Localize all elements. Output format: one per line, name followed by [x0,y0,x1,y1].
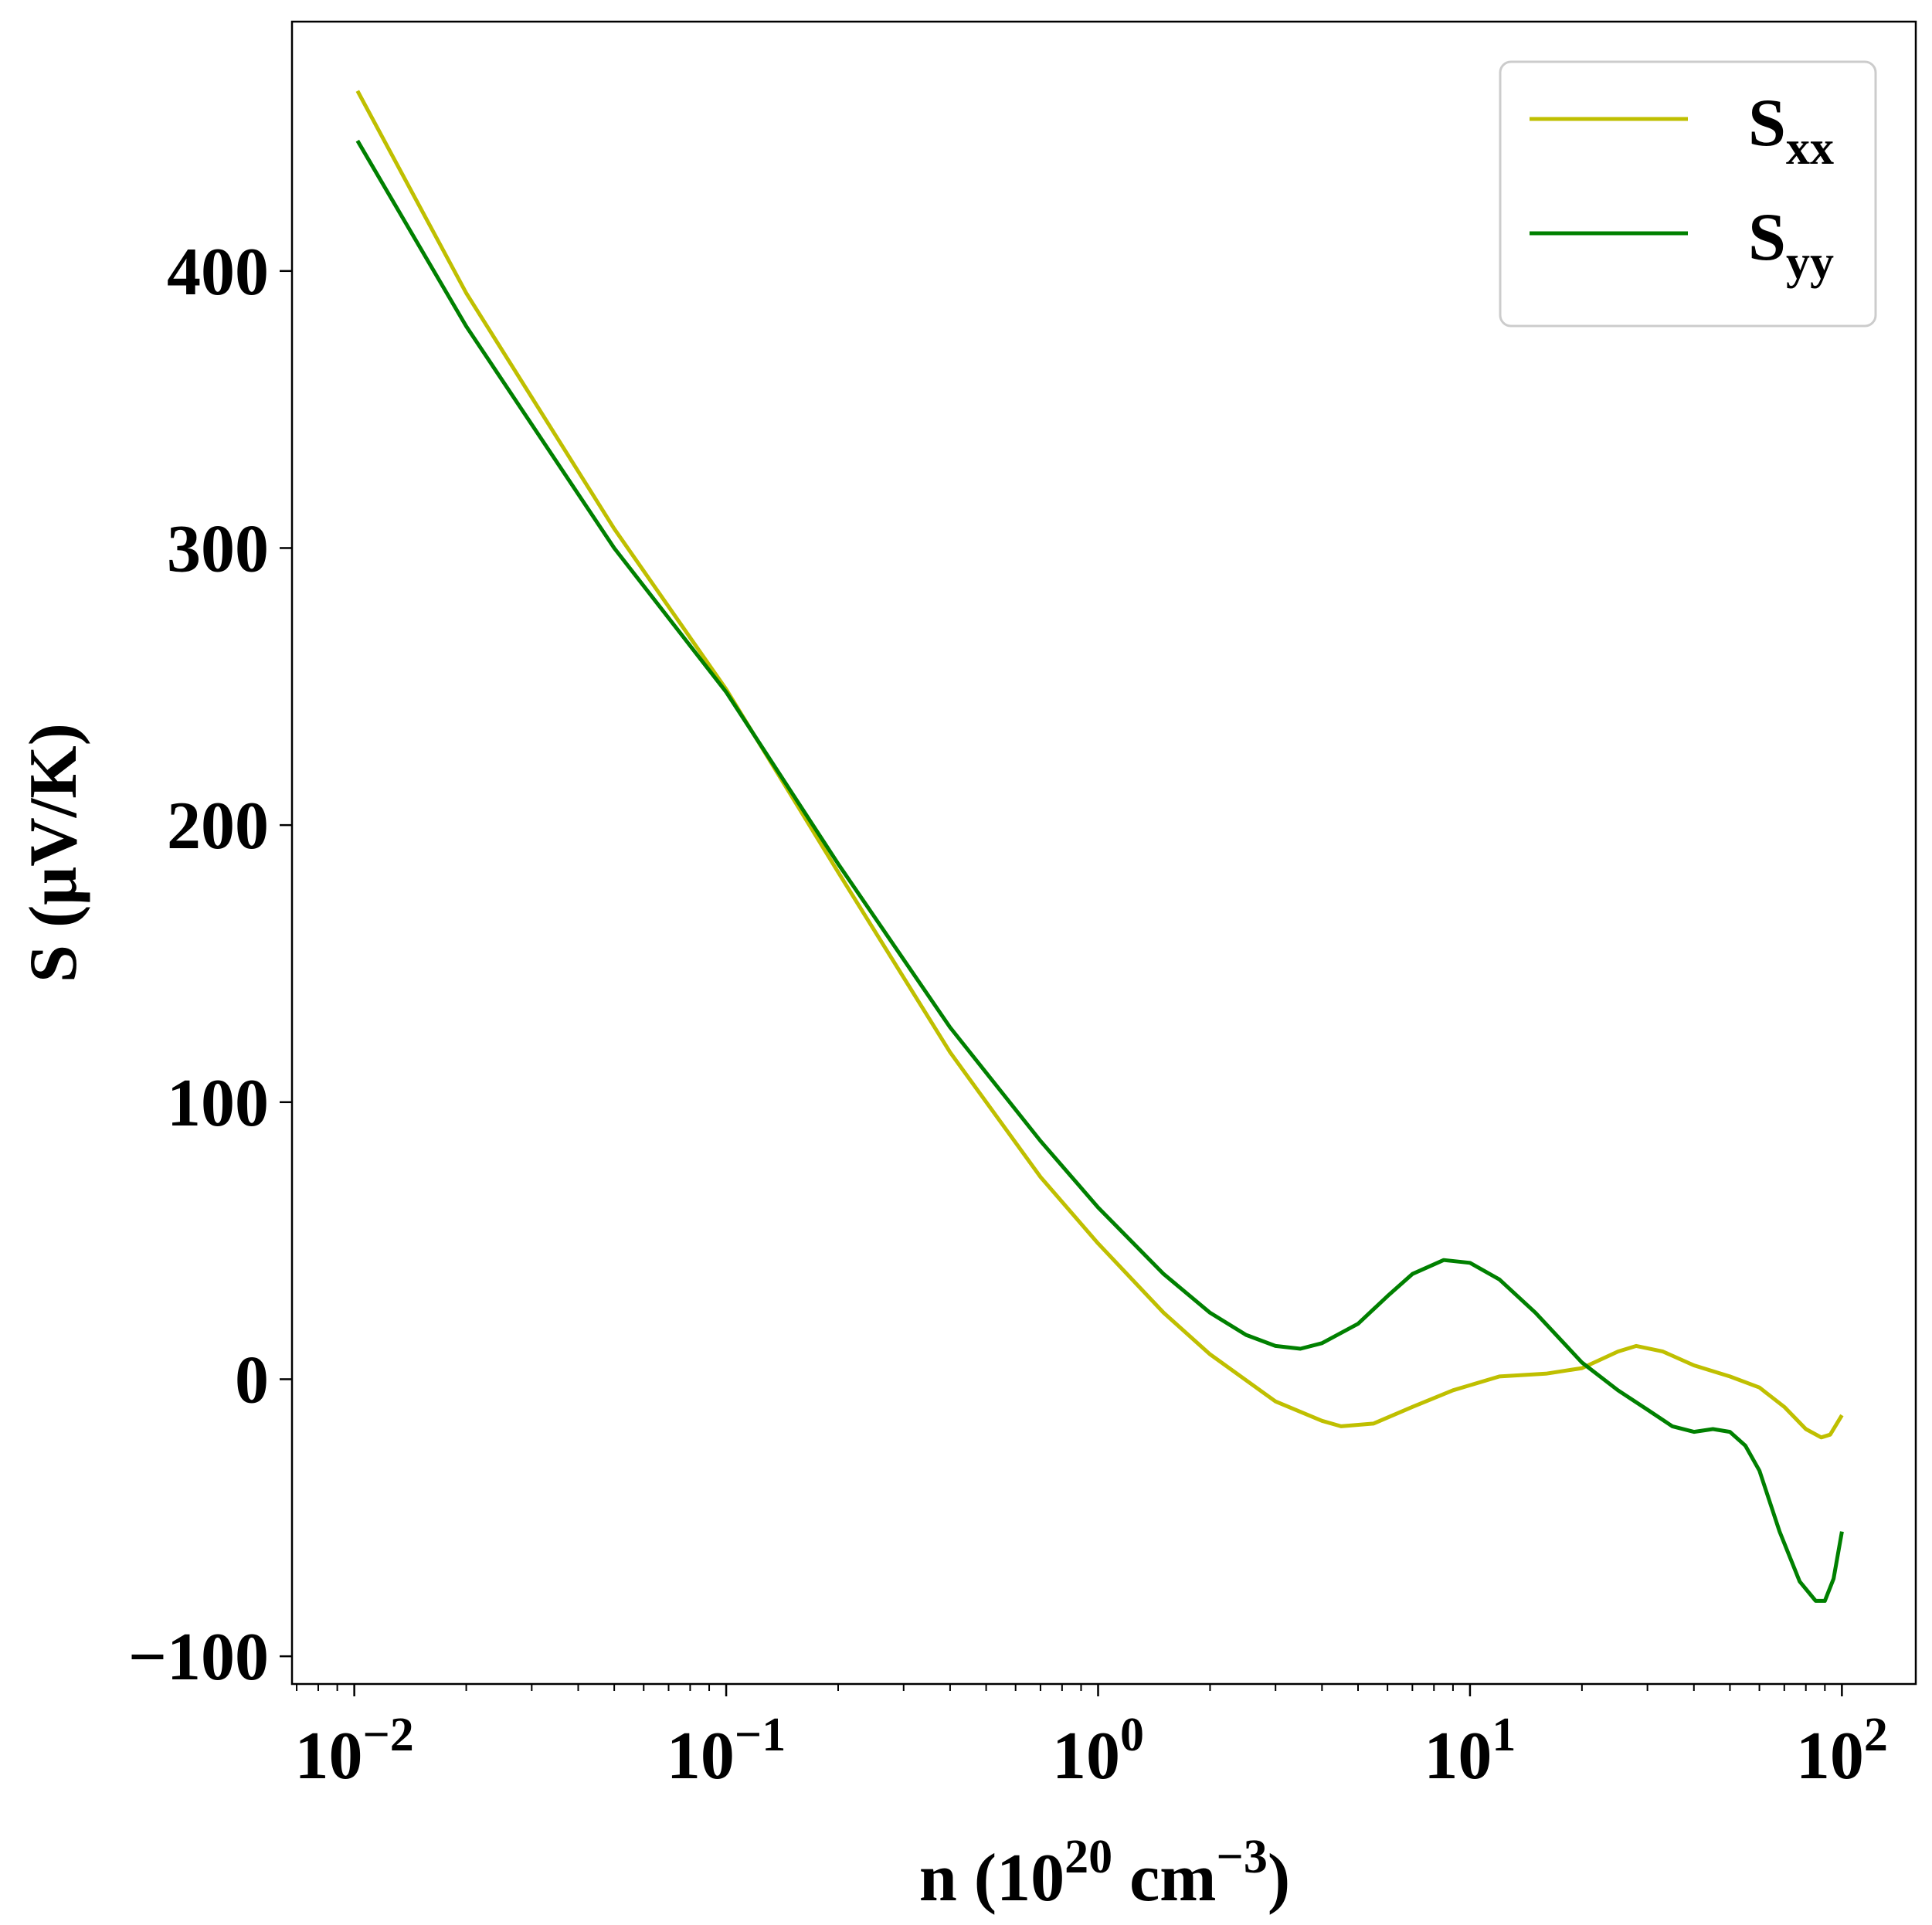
x-tick-label: 10−1 [667,1709,786,1794]
x-tick-label: 10−2 [294,1709,413,1794]
y-tick-label: 200 [167,789,269,864]
y-tick-label: 300 [167,511,269,586]
legend-label-syy: Syy [1748,200,1834,289]
legend-label-sxx: Sxx [1748,86,1834,175]
y-tick-label: 400 [167,235,269,310]
legend-frame [1499,60,1877,328]
series-line-sxx [355,90,1844,1440]
y-tick-label: −100 [128,1620,269,1695]
x-tick-label: 100 [1052,1709,1144,1794]
series-line-syy [355,139,1844,1603]
y-axis-title: S (μV/K) [16,723,91,983]
y-tick-label: 100 [167,1066,269,1141]
x-tick-label: 102 [1796,1709,1888,1794]
x-axis-title: n (1020 cm−3) [919,1831,1290,1916]
plot-frame [290,20,1917,1686]
y-tick-label: 0 [235,1343,269,1417]
x-tick-label: 101 [1424,1709,1516,1794]
legend: Sxx Syy [1499,60,1877,328]
